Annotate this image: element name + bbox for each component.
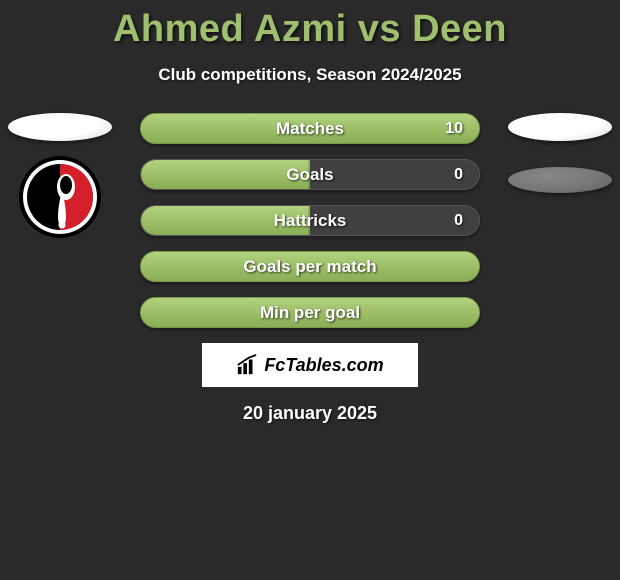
chart-icon <box>236 354 258 376</box>
stat-label: Min per goal <box>141 303 479 323</box>
subtitle: Club competitions, Season 2024/2025 <box>0 65 620 85</box>
stat-bar: Goals0 <box>140 159 480 190</box>
stat-label: Goals per match <box>141 257 479 277</box>
stat-label: Matches <box>141 119 479 139</box>
stat-value: 10 <box>445 120 463 138</box>
stat-label: Hattricks <box>141 211 479 231</box>
date-label: 20 january 2025 <box>0 403 620 424</box>
stat-bar: Min per goal <box>140 297 480 328</box>
comparison-panel: Matches10Goals0Hattricks0Goals per match… <box>0 113 620 328</box>
stat-value: 0 <box>454 212 463 230</box>
left-player-col <box>8 113 112 239</box>
stat-value: 0 <box>454 166 463 184</box>
stat-bar: Matches10 <box>140 113 480 144</box>
watermark-text: FcTables.com <box>264 355 383 376</box>
player-right-marker-2 <box>508 167 612 193</box>
stats-list: Matches10Goals0Hattricks0Goals per match… <box>140 113 480 328</box>
right-player-col <box>508 113 612 193</box>
stat-bar: Goals per match <box>140 251 480 282</box>
stat-bar: Hattricks0 <box>140 205 480 236</box>
stat-label: Goals <box>141 165 479 185</box>
player-left-marker <box>8 113 112 141</box>
club-logo-left <box>18 155 102 239</box>
helmond-sport-logo-icon <box>18 155 102 239</box>
page-title: Ahmed Azmi vs Deen <box>0 0 620 51</box>
watermark: FcTables.com <box>202 343 418 387</box>
player-right-marker <box>508 113 612 141</box>
